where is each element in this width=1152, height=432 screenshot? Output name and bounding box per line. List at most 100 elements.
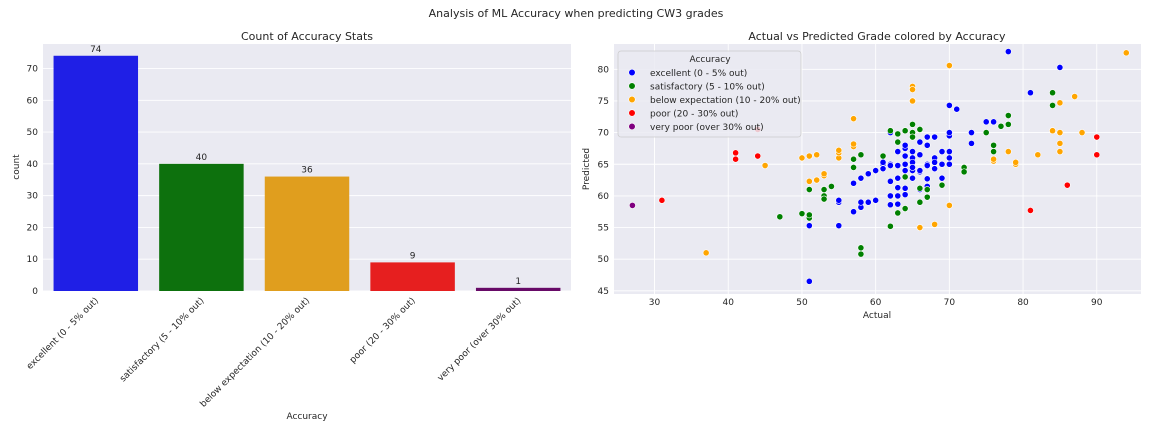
scatter-point [953,105,961,113]
bar-satisfactory-5-10-out [159,163,244,291]
scatter-point [997,122,1005,130]
scatter-point [909,120,916,128]
scatter-point [776,213,784,221]
scatter-point [879,152,887,160]
legend-items: excellent (0 - 5% out) satisfactory (5 - … [628,68,801,133]
scatter-point [798,154,806,162]
scatter-point [945,154,953,162]
scatter-point [990,118,997,126]
scatter-point [938,148,946,155]
bar-chart-value-labels: 74 40 36 9 1 [90,45,521,287]
bar-excellent-0-5-out [53,55,139,292]
scatter-chart: 45 50 55 60 65 70 75 80 30 40 50 60 70 80 90 Accuracy… [582,30,1141,321]
scatter-point [894,130,902,138]
scatter-chart-y-tick-label: 45 [598,287,609,297]
bar-chart: 74 40 36 9 1 0 10 20 30 40 50 60 70 excellent (0 - … [12,30,571,422]
scatter-point [1056,139,1064,147]
bar-value-label: 36 [301,166,313,176]
legend-label: excellent (0 - 5% out) [650,69,747,79]
scatter-point [629,201,636,209]
scatter-point [1093,151,1101,159]
scatter-point [931,133,939,141]
scatter-point [894,148,902,155]
scatter-point [901,184,909,192]
legend-label: poor (20 - 30% out) [650,110,738,120]
figure-suptitle: Analysis of ML Accuracy when predicting … [429,7,724,20]
scatter-point [923,133,931,141]
scatter-point [923,175,931,183]
scatter-point [1004,120,1012,128]
bar-chart-y-axis-label: count [12,154,22,180]
scatter-point [982,118,990,126]
scatter-point [909,174,916,182]
scatter-point [850,179,857,187]
scatter-point [805,277,813,285]
legend-label: below expectation (10 - 20% out) [650,96,801,106]
scatter-point [835,222,843,230]
scatter-point [990,141,997,149]
scatter-point [945,201,953,209]
bar-chart-y-tick-label: 40 [27,160,39,170]
scatter-point [901,167,909,174]
scatter-point [1093,133,1101,141]
scatter-chart-y-tick-label: 65 [598,160,609,170]
bar-value-label: 1 [515,277,521,287]
bar-chart-y-tick-label: 70 [27,64,39,74]
scatter-point [1063,181,1071,189]
scatter-chart-legend: Accuracy excellent (0 - 5% out) satisfact… [617,50,802,138]
scatter-point [916,151,924,159]
scatter-point [813,151,821,159]
scatter-point [945,148,953,155]
scatter-point [916,126,924,133]
scatter-point [909,148,916,155]
scatter-point [864,170,872,178]
scatter-point [916,138,924,146]
scatter-point [901,160,909,168]
scatter-point [894,209,902,217]
bar-chart-x-tick-label: below expectation (10 - 20% out) [199,296,313,410]
scatter-point [805,152,813,160]
scatter-point [886,222,894,230]
scatter-point [805,222,813,230]
bar-chart-y-tick-label: 30 [27,192,39,202]
scatter-point [931,158,939,166]
scatter-point [850,155,857,163]
legend-box [617,50,802,138]
scatter-point [820,195,828,203]
scatter-series-poor-20-30-out [658,126,1101,214]
scatter-chart-title: Actual vs Predicted Grade colored by Acc… [748,30,1006,43]
scatter-point [879,165,887,173]
scatter-point [1049,127,1056,135]
scatter-chart-x-tick-label: 60 [870,298,882,308]
scatter-point [864,198,872,206]
scatter-point [886,192,894,200]
scatter-point [857,174,865,182]
scatter-point [909,86,916,93]
scatter-point [1034,151,1042,159]
scatter-point [857,250,865,258]
scatter-point [909,164,916,171]
scatter-point [754,152,762,160]
scatter-point [828,183,835,190]
scatter-point [886,177,894,185]
scatter-point [872,167,880,174]
legend-marker-poor-20-30-out [628,109,636,117]
scatter-point [805,211,813,219]
bar-chart-x-tick-label: very poor (over 30% out) [436,296,523,383]
scatter-chart-y-tick-label: 50 [598,255,610,265]
scatter-point [805,177,813,185]
scatter-point [945,160,953,168]
scatter-point [901,191,909,199]
scatter-point [1012,158,1020,166]
bar-chart-y-tick-label: 50 [27,128,39,138]
scatter-point [923,186,931,193]
scatter-point [732,155,740,163]
scatter-point [901,173,909,181]
scatter-point [901,152,909,160]
scatter-point [894,162,902,169]
scatter-point [1056,129,1064,137]
legend-label: satisfactory (5 - 10% out) [650,83,765,93]
scatter-chart-y-axis-label: Predicted [582,148,592,190]
scatter-point [909,133,916,141]
